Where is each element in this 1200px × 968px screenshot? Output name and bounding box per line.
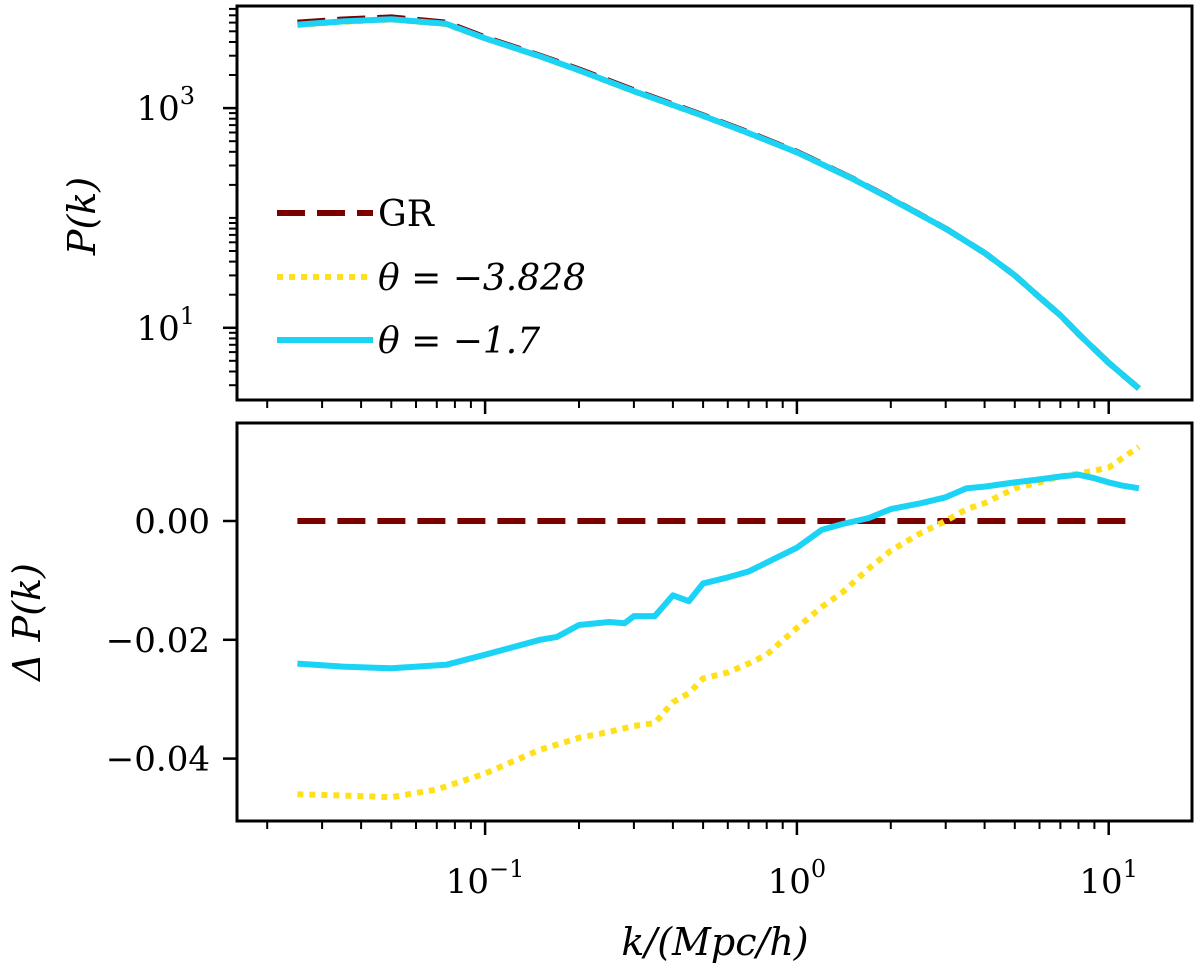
x-tick-label-base: 10 bbox=[446, 862, 489, 902]
top-y-tick-label-exp: 1 bbox=[180, 302, 195, 330]
bottom-panel-frame bbox=[235, 421, 1194, 823]
bottom-y-tick-label: −0.02 bbox=[106, 621, 210, 661]
legend-label-gr: GR bbox=[378, 194, 435, 235]
bottom-y-axis-label: Δ P(k) bbox=[5, 563, 49, 683]
x-tick-label-exp: −1 bbox=[489, 855, 524, 883]
bottom-line-theta-m17 bbox=[297, 471, 1140, 672]
x-tick-label: 101 bbox=[1079, 855, 1138, 902]
top-series-group bbox=[297, 14, 1141, 391]
top-y-tick-label-exp: 3 bbox=[180, 82, 195, 110]
top-y-tick-label-base: 10 bbox=[136, 309, 179, 349]
top-y-tick-label: 101 bbox=[136, 302, 195, 349]
top-x-ticks bbox=[266, 400, 1110, 414]
legend-label-theta-3828: θ = −3.828 bbox=[378, 258, 586, 299]
x-axis-label: k/(Mpc/h) bbox=[621, 920, 808, 964]
legend-entry-gr: GR bbox=[277, 194, 435, 235]
top-line-theta-m17 bbox=[297, 16, 1141, 391]
bottom-y-ticks: 0.00 −0.02 −0.04 bbox=[106, 502, 237, 780]
bottom-x-ticks: 10−1 100 101 bbox=[266, 821, 1138, 902]
top-panel-frame bbox=[235, 4, 1194, 402]
top-y-axis-label: P(k) bbox=[60, 177, 104, 256]
bottom-y-tick-label: 0.00 bbox=[134, 502, 210, 542]
bottom-series-group bbox=[297, 444, 1141, 801]
top-y-tick-label-base: 10 bbox=[136, 89, 179, 129]
x-tick-label-base: 10 bbox=[768, 862, 811, 902]
x-tick-label-exp: 0 bbox=[811, 855, 826, 883]
x-tick-label: 100 bbox=[768, 855, 827, 902]
top-y-tick-label: 103 bbox=[136, 82, 195, 129]
bottom-y-tick-label: −0.04 bbox=[106, 740, 210, 780]
x-tick-label: 10−1 bbox=[446, 855, 525, 902]
legend-entry-theta-17: θ = −1.7 bbox=[277, 321, 540, 362]
bottom-line-theta-m3828 bbox=[297, 444, 1141, 801]
legend: GR θ = −3.828 θ = −1.7 bbox=[277, 194, 586, 362]
legend-label-theta-17: θ = −1.7 bbox=[378, 321, 540, 362]
legend-entry-theta-3828: θ = −3.828 bbox=[277, 258, 586, 299]
x-tick-label-base: 10 bbox=[1079, 862, 1122, 902]
x-tick-label-exp: 1 bbox=[1123, 855, 1138, 883]
bottom-panel: 10−1 100 101 0.00−0.02−0.04 Δ P(k) k/(Mpc/… bbox=[5, 421, 1194, 964]
